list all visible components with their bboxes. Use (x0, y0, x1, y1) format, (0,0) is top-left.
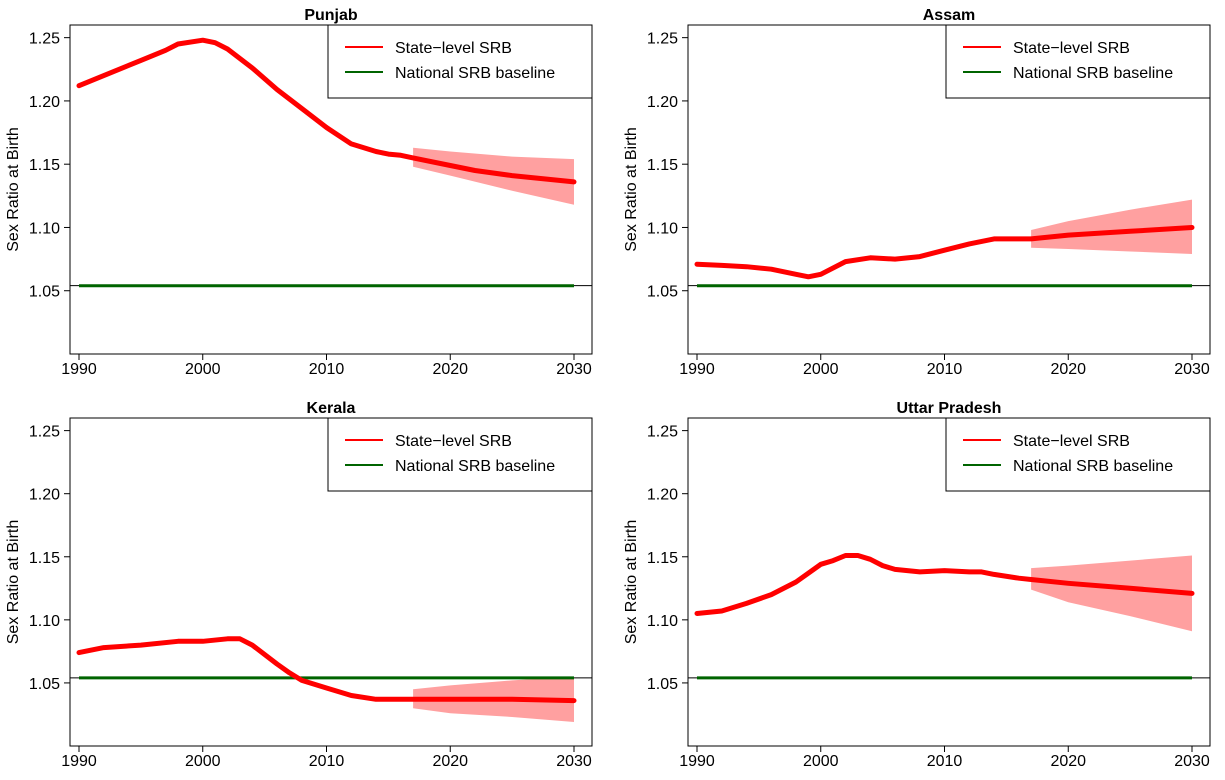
x-tick-label: 2030 (1174, 753, 1210, 770)
x-tick-label: 1990 (61, 361, 97, 378)
x-tick-label: 2020 (1050, 361, 1086, 378)
y-tick-label: 1.20 (29, 487, 60, 504)
y-tick-label: 1.05 (29, 284, 60, 301)
chart-panel: Kerala Sex Ratio at Birth 1.05 1.10 1.15 1.20… (5, 400, 593, 770)
chart-panel: Punjab Sex Ratio at Birth 1.05 1.10 1.15 1.20… (5, 7, 593, 378)
y-tick-label: 1.15 (29, 157, 60, 174)
y-axis-label: Sex Ratio at Birth (5, 127, 22, 252)
x-tick-label: 2030 (1174, 361, 1210, 378)
uncertainty-band (413, 147, 574, 205)
x-tick-label: 1990 (679, 361, 715, 378)
chart-title: Punjab (304, 7, 358, 24)
legend-label: State−level SRB (1013, 40, 1130, 57)
chart-panel: Assam Sex Ratio at Birth 1.05 1.10 1.15 1.20 1… (623, 7, 1211, 378)
y-tick-label: 1.10 (647, 220, 678, 237)
state-srb-line (76, 37, 577, 185)
x-tick-label: 2000 (803, 753, 839, 770)
x-tick-label: 2020 (432, 753, 468, 770)
chart-title: Assam (923, 7, 975, 24)
x-tick-label: 2010 (927, 361, 963, 378)
legend-label: State−level SRB (1013, 433, 1130, 450)
chart-title: Uttar Pradesh (897, 400, 1002, 417)
chart-panel: Uttar Pradesh Sex Ratio at Birth 1.05 1.10 1… (623, 400, 1211, 770)
chart-title: Kerala (307, 400, 356, 417)
y-tick-label: 1.15 (647, 550, 678, 567)
legend-label: State−level SRB (395, 40, 512, 57)
y-tick-label: 1.20 (29, 94, 60, 111)
x-tick-label: 2020 (432, 361, 468, 378)
x-tick-label: 2030 (556, 361, 592, 378)
uncertainty-band (1031, 555, 1192, 632)
x-tick-label: 2030 (556, 753, 592, 770)
x-tick-label: 2000 (803, 361, 839, 378)
uncertainty-band (1031, 199, 1192, 254)
x-tick-label: 2010 (309, 361, 345, 378)
legend-box (945, 24, 1211, 99)
x-tick-label: 1990 (679, 753, 715, 770)
legend-box (327, 417, 593, 492)
state-srb-line (76, 636, 577, 704)
legend-box (327, 24, 593, 99)
y-tick-label: 1.20 (647, 487, 678, 504)
legend-label: State−level SRB (395, 433, 512, 450)
legend-label: National SRB baseline (1013, 65, 1173, 82)
legend-box (945, 417, 1211, 492)
y-tick-label: 1.15 (647, 157, 678, 174)
y-tick-label: 1.05 (29, 676, 60, 693)
y-tick-label: 1.25 (647, 424, 678, 441)
y-axis-label: Sex Ratio at Birth (623, 520, 640, 645)
legend-label: National SRB baseline (395, 458, 555, 475)
x-tick-label: 1990 (61, 753, 97, 770)
x-tick-label: 2010 (927, 753, 963, 770)
y-tick-label: 1.05 (647, 676, 678, 693)
x-tick-label: 2000 (185, 753, 221, 770)
y-tick-label: 1.25 (29, 424, 60, 441)
legend-label: National SRB baseline (395, 65, 555, 82)
legend-label: National SRB baseline (1013, 458, 1173, 475)
y-tick-label: 1.15 (29, 550, 60, 567)
y-axis-label: Sex Ratio at Birth (5, 520, 22, 645)
y-tick-label: 1.10 (29, 220, 60, 237)
x-tick-label: 2020 (1050, 753, 1086, 770)
x-tick-label: 2010 (309, 753, 345, 770)
y-tick-label: 1.20 (647, 94, 678, 111)
y-axis-label: Sex Ratio at Birth (623, 127, 640, 252)
y-tick-label: 1.05 (647, 284, 678, 301)
y-tick-label: 1.25 (29, 31, 60, 48)
state-srb-line (694, 225, 1195, 280)
y-tick-label: 1.10 (29, 613, 60, 630)
y-tick-label: 1.10 (647, 613, 678, 630)
y-tick-label: 1.25 (647, 31, 678, 48)
x-tick-label: 2000 (185, 361, 221, 378)
state-srb-line (694, 553, 1195, 616)
